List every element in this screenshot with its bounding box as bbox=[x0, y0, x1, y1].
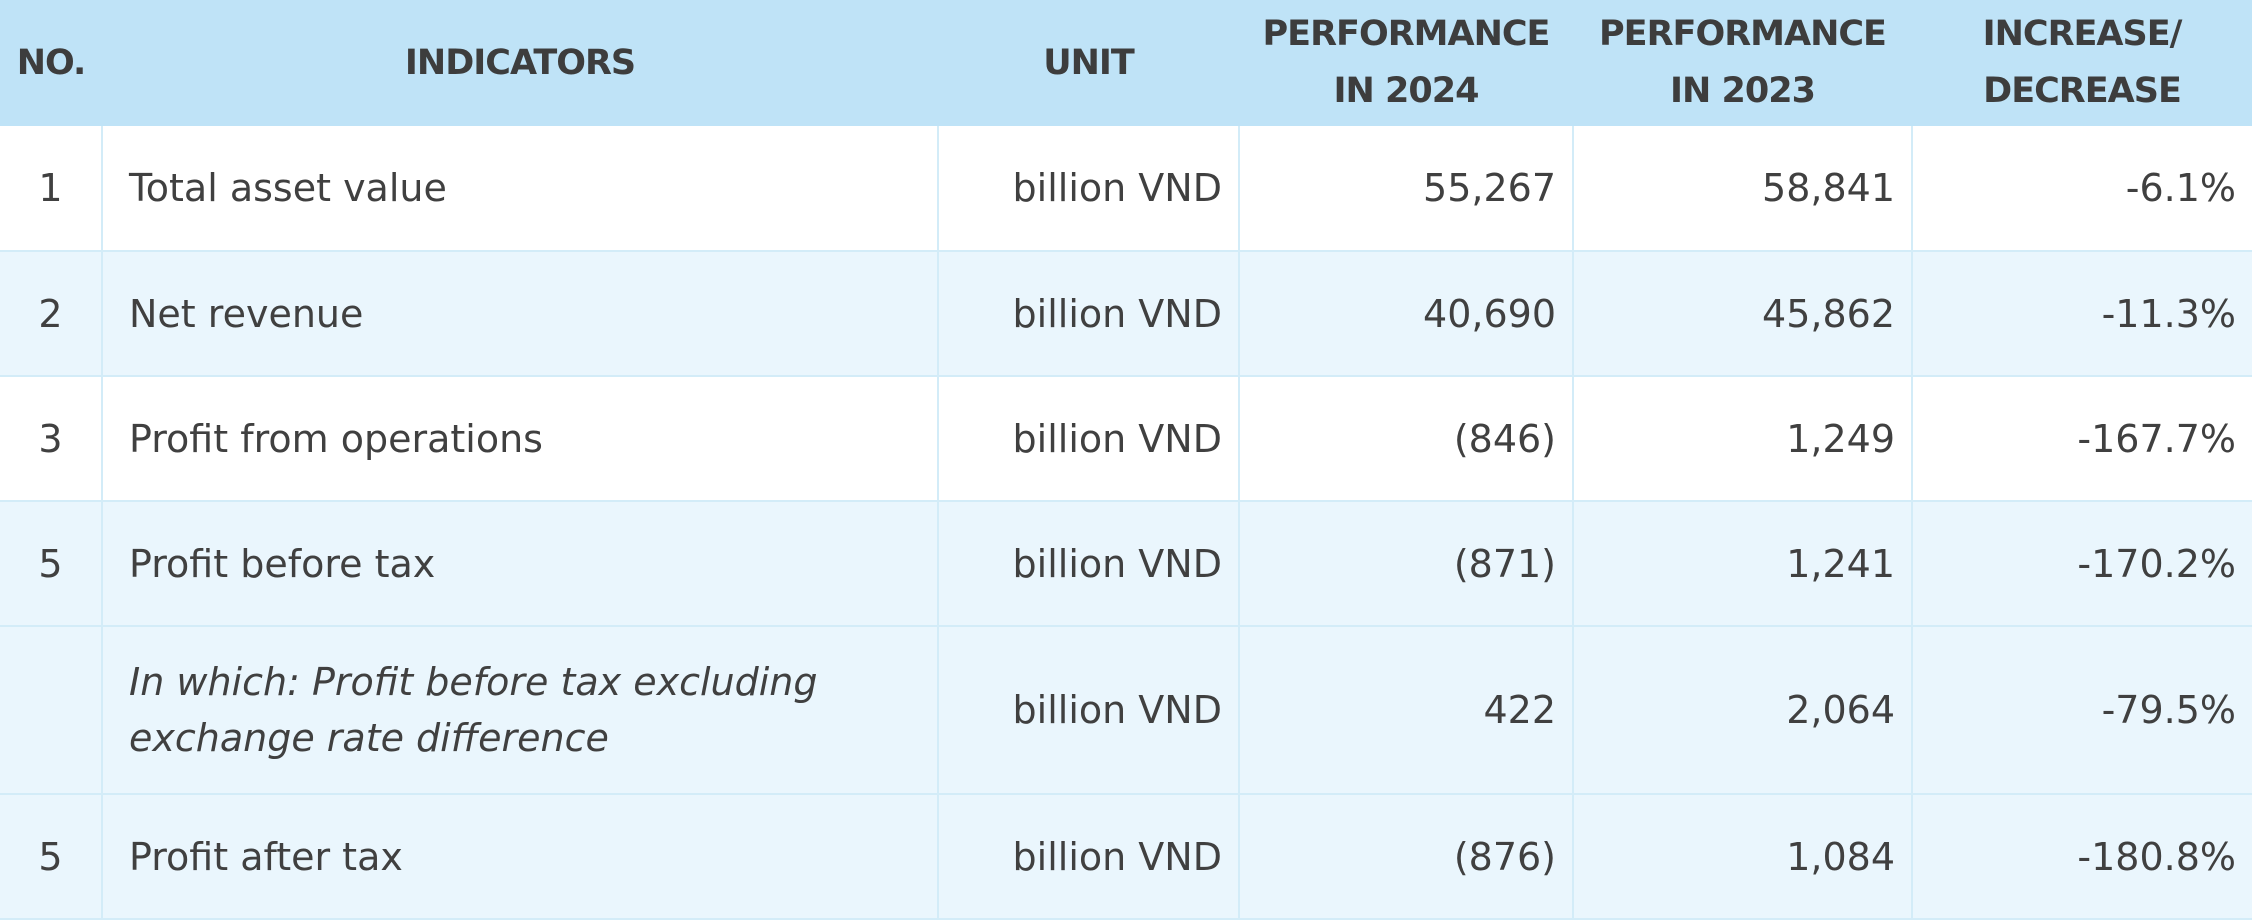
header-increase-decrease: INCREASE/ DECREASE bbox=[1912, 0, 2252, 126]
cell-unit: billion VND bbox=[937, 501, 1239, 627]
cell-increase-decrease: -180.8% bbox=[1911, 794, 2252, 920]
header-indicators: INDICATORS bbox=[404, 42, 636, 83]
cell-no: 1 bbox=[0, 126, 102, 252]
cell-performance-2023: 58,841 bbox=[1572, 126, 1912, 252]
cell-no: 3 bbox=[0, 376, 102, 502]
header-increase-decrease-line1: INCREASE/ bbox=[1982, 14, 2183, 54]
cell-performance-2024: 40,690 bbox=[1238, 251, 1573, 377]
cell-increase-decrease: -79.5% bbox=[1911, 626, 2252, 795]
cell-indicator: Profit before tax bbox=[101, 501, 938, 627]
header-performance-2024-line1: PERFORMANCE bbox=[1262, 14, 1551, 54]
cell-unit: billion VND bbox=[937, 794, 1239, 920]
cell-performance-2024: 422 bbox=[1238, 626, 1573, 795]
cell-increase-decrease: -167.7% bbox=[1911, 376, 2252, 502]
cell-performance-2023: 45,862 bbox=[1572, 251, 1912, 377]
cell-no: 5 bbox=[0, 501, 102, 627]
table-body: 1 Total asset value billion VND 55,267 5… bbox=[0, 126, 2252, 920]
cell-increase-decrease: -11.3% bbox=[1911, 251, 2252, 377]
header-increase-decrease-line2: DECREASE bbox=[1983, 71, 2182, 111]
cell-increase-decrease: -6.1% bbox=[1911, 126, 2252, 252]
header-no: NO. bbox=[16, 42, 87, 83]
header-performance-2023-line2: IN 2023 bbox=[1670, 71, 1816, 111]
cell-indicator: Net revenue bbox=[101, 251, 938, 377]
cell-no: 5 bbox=[0, 794, 102, 920]
header-row: NO. INDICATORS UNIT PERFORMANCE IN 2024 … bbox=[0, 0, 2252, 126]
cell-unit: billion VND bbox=[937, 126, 1239, 252]
cell-performance-2023: 1,241 bbox=[1572, 501, 1912, 627]
table-row: 5 Profit after tax billion VND (876) 1,0… bbox=[0, 794, 2252, 920]
cell-performance-2024: 55,267 bbox=[1238, 126, 1573, 252]
header-performance-2024-line2: IN 2024 bbox=[1333, 71, 1480, 111]
cell-no: 2 bbox=[0, 251, 102, 377]
cell-indicator-note-line2: exchange rate difference bbox=[129, 716, 609, 760]
cell-indicator: Profit from operations bbox=[101, 376, 938, 502]
cell-performance-2023: 1,249 bbox=[1572, 376, 1912, 502]
cell-indicator: Total asset value bbox=[101, 126, 938, 252]
cell-indicator: Profit after tax bbox=[101, 794, 938, 920]
cell-no bbox=[0, 626, 102, 795]
cell-performance-2023: 1,084 bbox=[1572, 794, 1912, 920]
cell-indicator-note-line1: In which: Profit before tax excluding bbox=[129, 660, 818, 704]
cell-performance-2023: 2,064 bbox=[1572, 626, 1912, 795]
table-row: In which: Profit before tax excluding ex… bbox=[0, 626, 2252, 795]
header-performance-2023-line1: PERFORMANCE bbox=[1599, 14, 1887, 54]
table-row: 2 Net revenue billion VND 40,690 45,862 … bbox=[0, 251, 2252, 377]
cell-performance-2024: (871) bbox=[1238, 501, 1573, 627]
cell-unit: billion VND bbox=[937, 376, 1239, 502]
table-row: 5 Profit before tax billion VND (871) 1,… bbox=[0, 501, 2252, 627]
table-row: 1 Total asset value billion VND 55,267 5… bbox=[0, 126, 2252, 252]
cell-unit: billion VND bbox=[937, 251, 1239, 377]
cell-performance-2024: (846) bbox=[1238, 376, 1573, 502]
table-row: 3 Profit from operations billion VND (84… bbox=[0, 376, 2252, 502]
cell-indicator-note: In which: Profit before tax excluding ex… bbox=[101, 626, 938, 795]
cell-performance-2024: (876) bbox=[1238, 794, 1573, 920]
header-unit: UNIT bbox=[1043, 42, 1135, 83]
table-header: NO. INDICATORS UNIT PERFORMANCE IN 2024 … bbox=[0, 0, 2252, 126]
header-performance-2024: PERFORMANCE IN 2024 bbox=[1239, 0, 1573, 126]
header-performance-2023: PERFORMANCE IN 2023 bbox=[1573, 0, 1912, 126]
cell-increase-decrease: -170.2% bbox=[1911, 501, 2252, 627]
cell-unit: billion VND bbox=[937, 626, 1239, 795]
